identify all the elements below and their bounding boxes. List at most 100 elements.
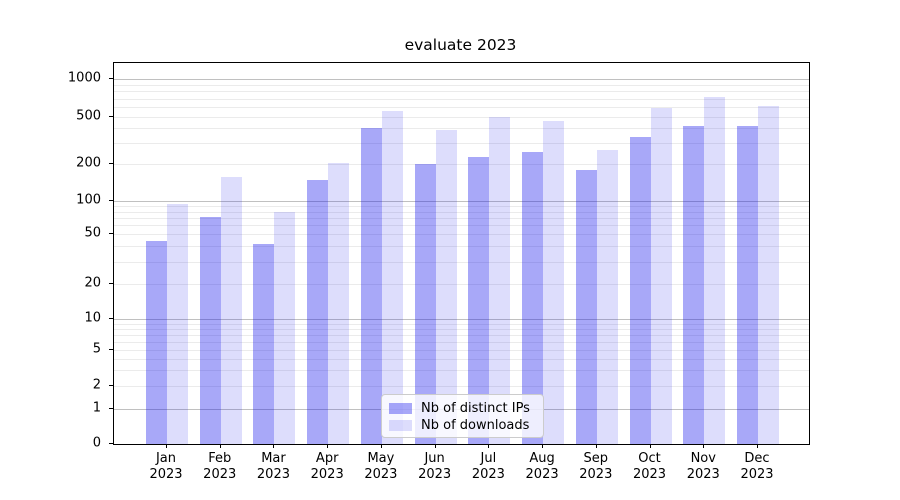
gridline-minor [114, 206, 809, 207]
x-tick-label-apr: Apr 2023 [310, 451, 344, 482]
y-tick-mark [109, 163, 113, 164]
gridline-minor [114, 386, 809, 387]
bar-apr-downloads [328, 162, 350, 444]
bar-apr-distinct-ips [307, 180, 329, 444]
x-tick-mark [166, 444, 167, 448]
gridline-minor [114, 98, 809, 100]
bar-sep-downloads [596, 150, 618, 444]
x-tick-mark [327, 444, 329, 448]
gridline-major [114, 318, 809, 320]
bar-jul-downloads [489, 117, 511, 444]
bar-mar-downloads [274, 211, 296, 444]
legend-swatch-downloads [389, 420, 412, 431]
x-tick-label-mar: Mar 2023 [256, 451, 290, 482]
bar-oct-downloads [650, 107, 672, 444]
y-tick-label-20: 20 [84, 275, 101, 291]
gridline-minor [114, 225, 809, 227]
x-tick-label-jun: Jun 2023 [418, 451, 452, 482]
x-tick-mark [434, 444, 436, 448]
bar-dec-distinct-ips [736, 125, 758, 444]
bar-jun-distinct-ips [414, 164, 436, 444]
x-tick-mark [756, 444, 758, 448]
y-axis: 0 1 2 5 10 20 50 100 200 500 1000 [0, 62, 113, 451]
gridline-minor [114, 370, 809, 372]
bar-may-distinct-ips [360, 128, 382, 444]
gridline-minor [114, 217, 809, 219]
gridline-minor [114, 143, 809, 145]
y-tick-label-500: 500 [76, 108, 101, 124]
x-tick-label-jul: Jul 2023 [471, 451, 505, 482]
gridline-minor [114, 328, 809, 330]
x-tick-label-may: May 2023 [364, 451, 398, 482]
gridline-minor [114, 164, 809, 165]
y-tick-label-1: 1 [92, 400, 101, 416]
gridline-minor [114, 246, 809, 248]
x-tick-label-jan: Jan 2023 [149, 451, 183, 482]
y-tick-label-2: 2 [92, 377, 101, 393]
gridline-minor [114, 350, 809, 351]
bar-may-downloads [381, 110, 403, 444]
gridline-minor [114, 284, 809, 286]
gridline-minor [114, 233, 809, 235]
legend-row: Nb of distinct IPs [389, 400, 535, 417]
gridline-minor [114, 116, 809, 118]
bar-feb-distinct-ips [199, 216, 221, 444]
x-tick-mark [703, 444, 705, 448]
bar-nov-distinct-ips [683, 125, 705, 444]
legend-label-distinct-ips: Nb of distinct IPs [421, 401, 530, 416]
gridline-minor [114, 358, 809, 360]
plot-area: Nb of distinct IPs Nb of downloads [113, 62, 810, 445]
x-tick-label-dec: Dec 2023 [740, 451, 774, 482]
y-tick-mark [109, 115, 113, 117]
gridline-minor [114, 106, 809, 108]
y-tick-mark [109, 78, 113, 79]
gridline-minor [114, 91, 809, 93]
x-tick-label-sep: Sep 2023 [579, 451, 613, 482]
bar-aug-distinct-ips [522, 151, 544, 444]
x-tick-label-nov: Nov 2023 [686, 451, 720, 482]
bar-oct-distinct-ips [629, 136, 651, 444]
y-tick-mark [109, 283, 113, 285]
legend-row: Nb of downloads [389, 417, 535, 434]
y-tick-mark [109, 317, 113, 319]
y-tick-label-5: 5 [92, 341, 101, 357]
bar-nov-downloads [704, 96, 726, 444]
plot-canvas [114, 63, 809, 444]
x-tick-label-oct: Oct 2023 [632, 451, 667, 482]
x-tick-mark [595, 444, 597, 448]
x-tick-mark [273, 444, 275, 448]
bar-jul-distinct-ips [468, 156, 490, 444]
legend-swatch-distinct-ips [389, 403, 412, 414]
gridline-minor [114, 128, 809, 130]
bar-dec-downloads [757, 106, 779, 444]
gridline-minor [114, 211, 809, 213]
legend-label-downloads: Nb of downloads [421, 418, 530, 433]
y-tick-mark [109, 385, 113, 386]
bar-jan-distinct-ips [146, 240, 167, 444]
gridline-minor [114, 84, 809, 86]
y-tick-mark [109, 407, 113, 409]
x-tick-mark [219, 444, 221, 448]
y-tick-mark [109, 199, 113, 201]
bar-aug-downloads [543, 121, 565, 444]
gridline-major [114, 79, 809, 80]
x-tick-label-aug: Aug 2023 [525, 451, 559, 482]
y-tick-label-200: 200 [76, 155, 101, 171]
x-axis: Jan 2023 Feb 2023 Mar 2023 Apr 2023 May 2023 Jun 20… [113, 444, 808, 494]
x-tick-mark [649, 444, 651, 448]
gridline-major [114, 200, 809, 202]
y-tick-label-50: 50 [84, 225, 101, 241]
legend: Nb of distinct IPs Nb of downloads [381, 394, 544, 438]
bar-jan-downloads [167, 204, 188, 444]
y-tick-mark [109, 349, 113, 350]
gridline-minor [114, 323, 809, 325]
bar-jun-downloads [435, 129, 457, 444]
gridline-minor [114, 334, 809, 336]
y-tick-mark [109, 443, 113, 444]
x-tick-mark [488, 444, 490, 448]
y-tick-label-0: 0 [92, 435, 101, 451]
bar-feb-downloads [220, 176, 242, 444]
y-tick-label-100: 100 [76, 192, 101, 208]
x-tick-label-feb: Feb 2023 [203, 451, 237, 482]
